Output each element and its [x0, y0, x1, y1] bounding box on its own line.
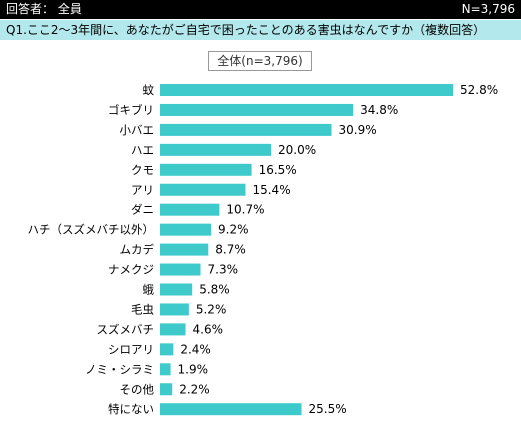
category-label: 小バエ — [120, 123, 155, 137]
category-label: ノミ・シラミ — [85, 362, 154, 376]
legend-box: 全体(n=3,796) — [208, 51, 312, 71]
bar — [160, 203, 220, 216]
value-label: 1.9% — [178, 362, 209, 376]
value-label: 7.3% — [208, 263, 239, 277]
question-bar: Q1.ここ2～3年間に、あなたがご自宅で困ったことのある害虫はなんですか（複数回… — [0, 20, 521, 40]
category-label: ゴキブリ — [108, 103, 154, 117]
question-text: Q1.ここ2～3年間に、あなたがご自宅で困ったことのある害虫はなんですか（複数回… — [6, 23, 486, 37]
category-label: ハエ — [131, 143, 154, 157]
category-label: 蚊 — [143, 83, 155, 97]
value-label: 20.0% — [278, 143, 316, 157]
respondents-label: 回答者： 全員 — [6, 2, 82, 16]
header-bar: 回答者： 全員 N=3,796 — [0, 0, 521, 19]
value-label: 30.9% — [338, 123, 376, 137]
bar — [160, 383, 173, 396]
value-label: 15.4% — [252, 183, 290, 197]
value-label: 52.8% — [460, 83, 498, 97]
bar — [160, 103, 354, 116]
bar — [160, 143, 271, 156]
category-label: ダニ — [131, 203, 154, 217]
category-label: アリ — [131, 183, 154, 197]
category-label: 特にない — [108, 402, 154, 416]
bar — [160, 303, 189, 316]
value-label: 2.4% — [180, 342, 211, 356]
category-label: クモ — [131, 163, 154, 177]
category-label: シロアリ — [108, 342, 154, 356]
category-label: ムカデ — [120, 243, 155, 257]
bar — [160, 243, 209, 256]
bar — [160, 323, 186, 336]
category-label: その他 — [120, 382, 155, 396]
bar — [160, 343, 174, 356]
value-label: 9.2% — [218, 223, 249, 237]
bar — [160, 123, 332, 136]
bar — [160, 263, 201, 276]
value-label: 34.8% — [360, 103, 398, 117]
value-label: 10.7% — [226, 203, 264, 217]
value-label: 2.2% — [179, 382, 210, 396]
bar — [160, 223, 212, 236]
category-label: スズメバチ — [97, 322, 155, 336]
value-label: 5.2% — [196, 302, 227, 316]
category-label: 毛虫 — [131, 302, 154, 316]
category-label: ハチ（スズメバチ以外） — [28, 223, 155, 237]
sample-size: N=3,796 — [461, 2, 515, 16]
category-label: ナメクジ — [108, 263, 154, 277]
value-label: 4.6% — [193, 322, 224, 336]
bar — [160, 84, 454, 96]
bar — [160, 283, 193, 296]
bar — [160, 363, 171, 376]
bar — [160, 163, 252, 176]
category-label: 蛾 — [143, 283, 155, 297]
value-label: 5.8% — [199, 283, 230, 297]
value-label: 25.5% — [309, 402, 347, 416]
bar — [160, 403, 302, 416]
value-label: 16.5% — [259, 163, 297, 177]
value-label: 8.7% — [215, 243, 246, 257]
bar — [160, 183, 246, 196]
